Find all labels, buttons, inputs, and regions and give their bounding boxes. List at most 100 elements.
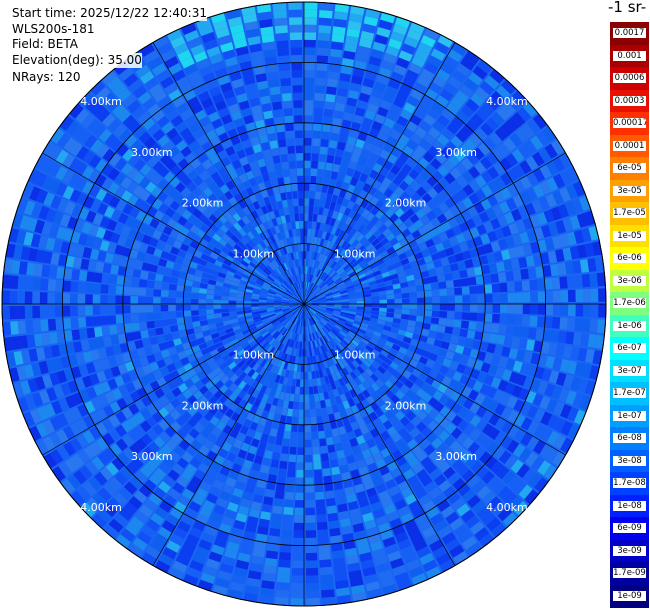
gate (486, 517, 502, 532)
gate (521, 280, 531, 291)
gate (354, 334, 363, 341)
gate (338, 134, 348, 144)
gate (420, 270, 430, 279)
gate (176, 317, 185, 325)
gate (323, 288, 331, 294)
gate (555, 344, 565, 358)
gate (428, 126, 441, 139)
gate (529, 315, 538, 327)
gate (364, 304, 372, 308)
gate (451, 327, 461, 336)
gate (411, 333, 421, 341)
gate (410, 191, 422, 203)
gate (341, 358, 349, 368)
gate (325, 277, 332, 284)
gate (466, 152, 479, 165)
gate (448, 236, 459, 247)
gate (417, 304, 425, 310)
gate (78, 270, 88, 282)
gate (312, 285, 318, 292)
gate (320, 318, 328, 325)
gate (514, 281, 523, 292)
gate (364, 296, 372, 301)
gate (522, 243, 533, 256)
gate (362, 23, 377, 34)
gate (387, 336, 396, 344)
gate (443, 209, 454, 220)
gate (198, 293, 207, 299)
gate (168, 304, 176, 312)
gate (598, 304, 606, 318)
gate (422, 151, 435, 163)
gate (484, 456, 498, 470)
gate (341, 198, 350, 208)
gate (326, 323, 334, 330)
gate (425, 359, 436, 369)
gate (309, 190, 316, 199)
gate (322, 177, 330, 186)
gate (394, 197, 405, 208)
gate (513, 399, 525, 413)
colorbar-tick-label: 1.7e-05 (613, 208, 646, 219)
gate (344, 104, 356, 115)
ray-17 (304, 113, 548, 304)
gate (392, 242, 402, 251)
gate (581, 363, 593, 379)
gate (289, 160, 296, 169)
gate (190, 304, 199, 310)
gate (397, 329, 407, 336)
gate (383, 241, 393, 250)
gate (306, 251, 310, 259)
gate (365, 243, 374, 252)
gate (62, 317, 72, 330)
ray-4 (304, 8, 381, 304)
gate (304, 301, 312, 304)
gate (353, 411, 363, 421)
gate (290, 47, 303, 56)
gate (485, 96, 501, 111)
gate (506, 168, 519, 182)
gate (306, 273, 309, 282)
gate (356, 256, 365, 264)
gate (375, 156, 386, 167)
gate (430, 252, 441, 262)
gate (526, 436, 540, 451)
gate (315, 288, 322, 295)
gate (411, 266, 421, 274)
gate (479, 451, 492, 465)
gate (566, 166, 579, 183)
gate (330, 261, 337, 269)
gate (421, 426, 433, 438)
gate (306, 310, 311, 319)
ray-7 (304, 22, 425, 304)
gate (309, 292, 315, 299)
gate (454, 295, 463, 303)
gate (175, 311, 184, 318)
gate (379, 194, 389, 204)
gate (477, 485, 491, 500)
gate (571, 198, 584, 214)
gate (436, 213, 448, 224)
gate (505, 153, 519, 167)
gate (587, 333, 597, 348)
gate (344, 191, 353, 201)
gate (469, 227, 480, 238)
gate (384, 208, 395, 218)
gate (304, 298, 310, 304)
gate (322, 247, 329, 256)
gate (392, 175, 403, 186)
gate (305, 266, 308, 274)
gate (542, 265, 552, 277)
gate (423, 444, 436, 456)
gate (345, 35, 359, 46)
gate (371, 296, 380, 300)
gate (432, 493, 447, 506)
gate (389, 129, 401, 140)
gate (334, 3, 350, 13)
gate (460, 124, 474, 138)
gate (10, 321, 19, 335)
gate (69, 305, 78, 317)
gate (138, 287, 147, 296)
gate (304, 205, 309, 214)
gate (356, 233, 365, 242)
